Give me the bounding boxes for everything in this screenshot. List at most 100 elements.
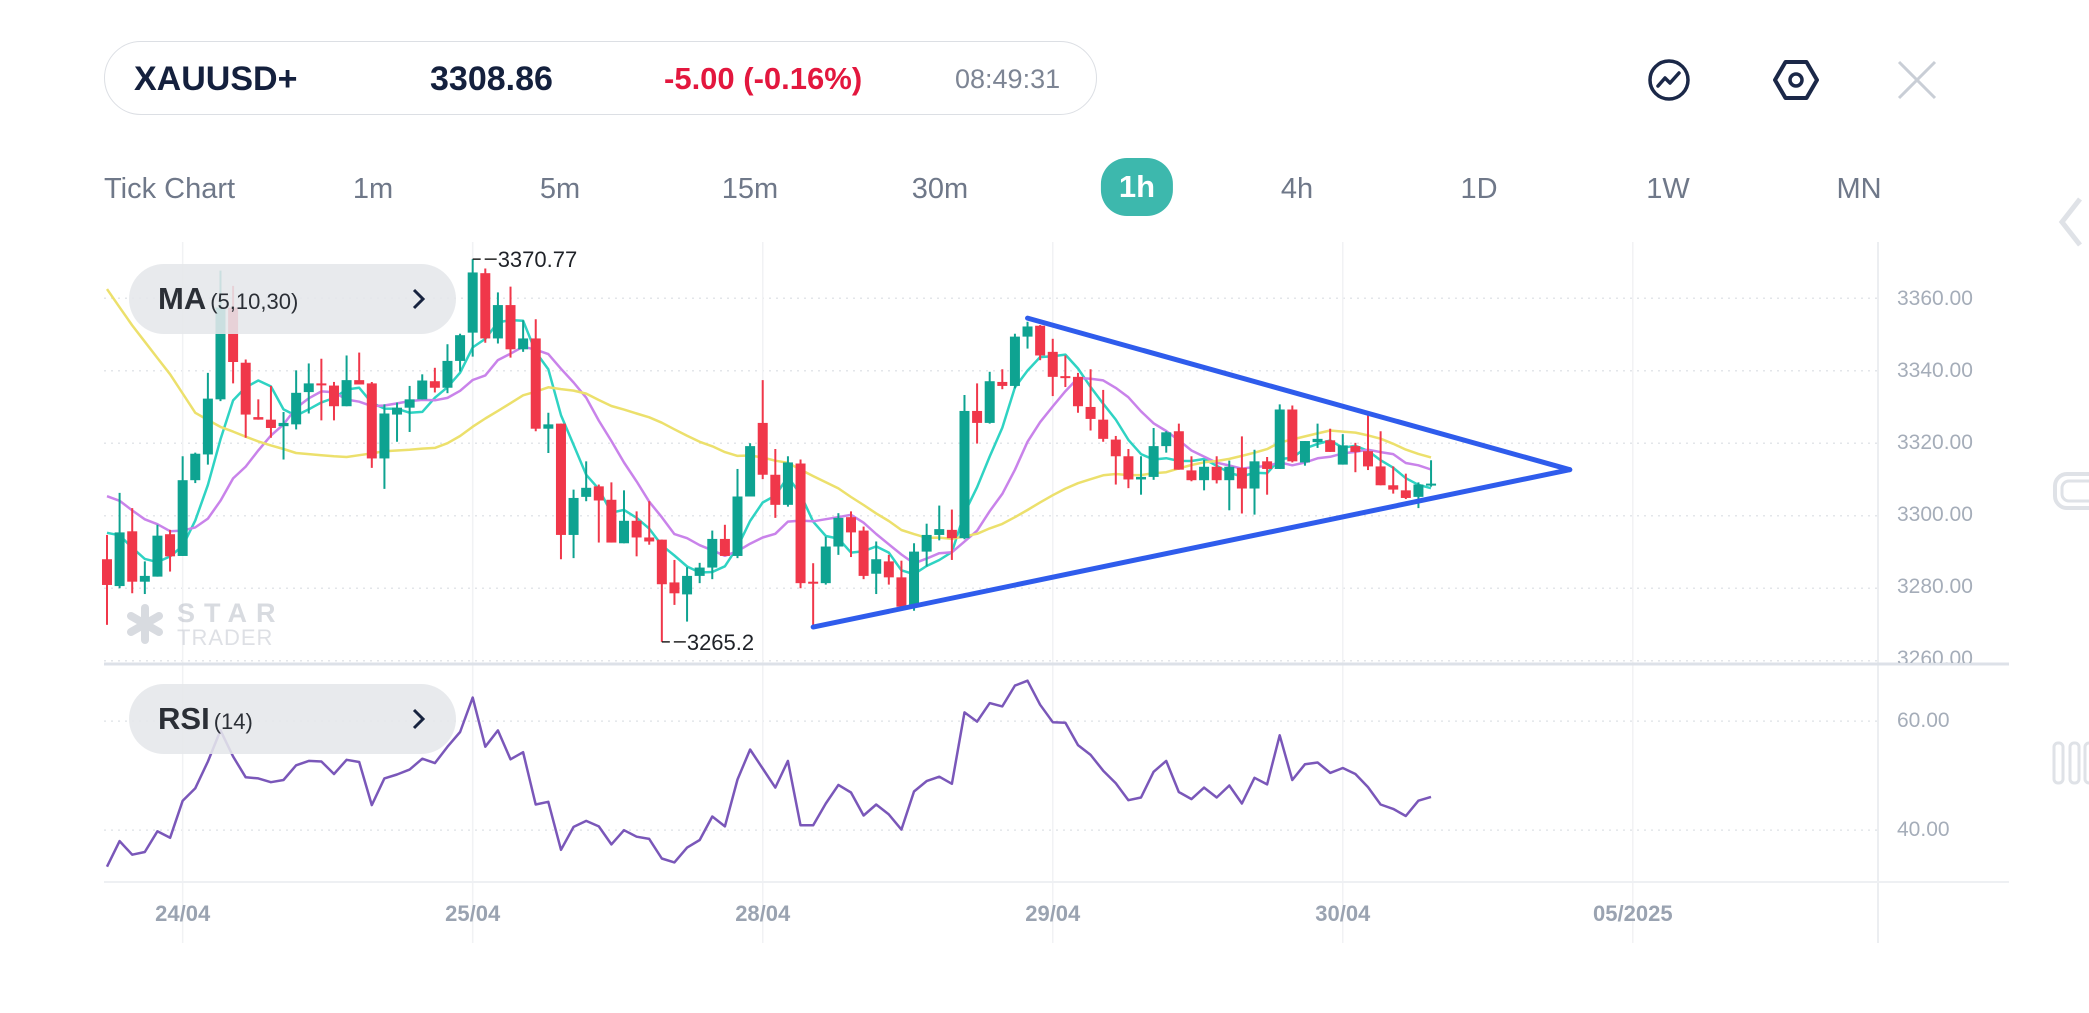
candle-up	[959, 410, 970, 539]
candle-down	[480, 273, 491, 339]
trend-chart-icon[interactable]	[1645, 56, 1693, 104]
candle-up	[1148, 446, 1159, 477]
chevron-right-icon	[412, 708, 426, 730]
candle-down	[1262, 461, 1273, 469]
candle-down	[593, 486, 604, 501]
price-tick: 3320.00	[1897, 431, 1973, 454]
candle-down	[1085, 406, 1096, 419]
candle-up	[820, 546, 831, 584]
candle-up	[417, 380, 428, 400]
candle-up	[543, 424, 554, 429]
rsi-tick: 60.00	[1897, 709, 1950, 732]
tab-4h[interactable]: 4h	[1280, 173, 1314, 205]
settings-hexagon-icon[interactable]	[1772, 56, 1820, 104]
collapse-chevron-icon[interactable]	[2050, 195, 2089, 250]
candle-up	[291, 392, 302, 425]
candle-up	[1224, 466, 1235, 481]
candle-down	[808, 581, 819, 584]
tab-mn[interactable]: MN	[1836, 173, 1882, 205]
trendline	[1025, 315, 1573, 473]
close-icon[interactable]	[1893, 56, 1941, 104]
candle-down	[795, 463, 806, 584]
ma-params: (5,10,30)	[210, 289, 299, 314]
date-tick: 25/04	[445, 901, 501, 926]
candle-down	[429, 381, 440, 388]
tab-15m[interactable]: 15m	[721, 173, 779, 205]
candle-down	[102, 559, 112, 585]
candle-down	[946, 529, 957, 539]
quote-summary[interactable]: XAUUSD+ 3308.86 -5.00 (-0.16%) 08:49:31	[104, 41, 1097, 115]
tab-5m[interactable]: 5m	[539, 173, 581, 205]
symbol-name: XAUUSD+	[134, 60, 298, 98]
candle-up	[984, 381, 995, 423]
rsi-params: (14)	[213, 709, 253, 734]
candle-down	[555, 423, 566, 535]
candle-up	[745, 446, 756, 497]
ma-indicator-button[interactable]: MA (5,10,30)	[129, 264, 456, 334]
tab-30m[interactable]: 30m	[911, 173, 969, 205]
tab-1w[interactable]: 1W	[1646, 173, 1690, 205]
candle-down	[757, 422, 768, 475]
candle-down	[1110, 439, 1121, 457]
candle-down	[606, 499, 617, 543]
candle-up	[1337, 445, 1348, 465]
candle-down	[770, 474, 781, 505]
fullscreen-icon[interactable]	[2050, 470, 2089, 512]
trendlines	[810, 315, 1573, 630]
candle-down	[1375, 466, 1386, 486]
ma30-line	[105, 288, 1432, 541]
date-tick: 28/04	[735, 901, 791, 926]
star-logo-icon	[127, 604, 163, 644]
candle-down	[656, 539, 667, 585]
candle-down	[1211, 466, 1222, 481]
candle-up	[518, 338, 529, 350]
tab-1d[interactable]: 1D	[1460, 173, 1498, 205]
candle-down	[530, 338, 541, 429]
price-tick: 3360.00	[1897, 287, 1973, 310]
trendline	[810, 467, 1573, 630]
rsi-tick: 40.00	[1897, 818, 1950, 841]
candle-up	[177, 480, 188, 556]
candle-down	[228, 307, 239, 363]
chevron-right-icon	[412, 288, 426, 310]
candle-up	[1161, 432, 1172, 447]
candle-up	[492, 305, 503, 339]
candle-up	[1274, 409, 1285, 469]
candle-up	[278, 422, 289, 427]
candle-down	[1173, 431, 1184, 470]
candle-down	[1035, 325, 1046, 356]
candle-up	[682, 575, 693, 595]
candle-down	[316, 383, 327, 386]
candle-up	[341, 380, 352, 407]
candle-up	[694, 567, 705, 576]
layout-bars-icon[interactable]	[2050, 740, 2089, 786]
candle-down	[505, 305, 516, 350]
candle-up	[139, 575, 150, 582]
tab-1h[interactable]: 1h	[1100, 158, 1174, 216]
candle-up	[707, 538, 718, 568]
ma10-line	[106, 345, 1432, 565]
candle-up	[871, 559, 882, 574]
candle-up	[1249, 461, 1260, 489]
watermark-line2: TRADER	[177, 625, 274, 650]
rsi-indicator-button[interactable]: RSI (14)	[129, 684, 456, 754]
candle-down	[328, 385, 339, 407]
candle-down	[1400, 490, 1411, 498]
candle-up	[568, 497, 579, 535]
candle-up	[392, 407, 403, 415]
date-tick: 05/2025	[1593, 901, 1673, 926]
rsi-line	[105, 679, 1432, 868]
candle-up	[1009, 336, 1020, 386]
candle-down	[644, 537, 655, 542]
price-change: -5.00 (-0.16%)	[664, 61, 863, 96]
candle-up	[732, 496, 743, 556]
price-tick: 3280.00	[1897, 575, 1973, 598]
tab-1m[interactable]: 1m	[352, 173, 394, 205]
tab-tick-chart[interactable]: Tick Chart	[104, 173, 236, 205]
candle-down	[1186, 470, 1197, 481]
candle-down	[165, 534, 176, 557]
annotation-leaders	[472, 258, 686, 643]
low-annotation: 3265.2	[686, 629, 755, 655]
candle-down	[631, 520, 642, 538]
